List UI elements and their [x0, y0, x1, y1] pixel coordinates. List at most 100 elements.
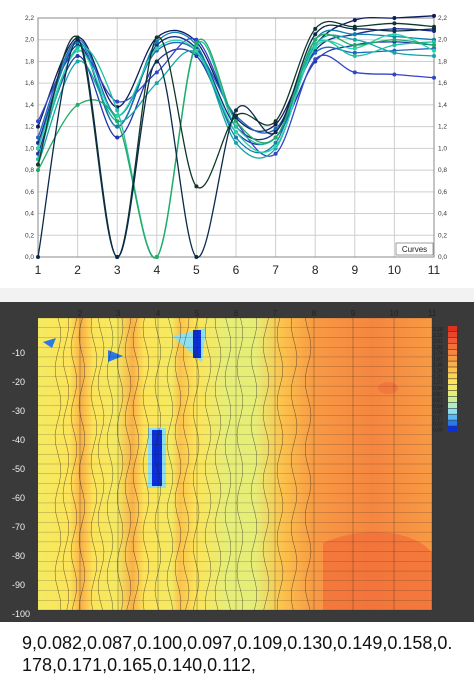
x-tick-label: 1 — [35, 263, 42, 277]
legend-value: 0,81 — [433, 392, 443, 398]
series-point — [75, 54, 80, 59]
heatmap-y-tick: -90 — [12, 580, 25, 590]
y-tick-label-left: 1,6 — [25, 80, 34, 87]
series-point — [75, 59, 80, 64]
x-tick-label: 2 — [74, 263, 81, 277]
legend-swatch — [448, 414, 457, 420]
series-point — [352, 43, 357, 48]
heatmap-x-tick: 8 — [312, 309, 317, 318]
series-point — [115, 119, 120, 124]
series-point — [234, 124, 238, 129]
series-point — [234, 108, 238, 113]
series-point — [432, 13, 436, 18]
heatmap-x-tick: 3 — [116, 309, 121, 318]
y-tick-label-right: 2,2 — [438, 15, 447, 22]
data-readout-text: 9,0.082,0.087,0.100,0.097,0.109,0.130,0.… — [22, 633, 453, 675]
legend-swatch — [448, 408, 457, 414]
legend-value: 2,15 — [433, 333, 443, 339]
series-point — [313, 42, 318, 47]
series-point — [313, 45, 318, 50]
series-point — [273, 126, 278, 131]
series-point — [392, 16, 397, 20]
legend-swatch — [448, 390, 457, 397]
series-point — [234, 130, 238, 135]
y-tick-label-right: 0,6 — [438, 189, 447, 196]
legend-value: 0,27 — [433, 416, 443, 422]
series-point — [115, 124, 120, 129]
series-point — [115, 113, 120, 118]
y-tick-label-right: 0,4 — [438, 211, 447, 218]
series-point — [392, 32, 397, 37]
series-point — [273, 119, 278, 124]
legend-value: 1,34 — [433, 368, 443, 374]
series-point — [75, 48, 80, 53]
series-point — [273, 122, 278, 127]
hot-spot — [378, 382, 398, 394]
series-point — [234, 119, 238, 124]
heatmap-y-tick: -30 — [12, 406, 25, 416]
y-tick-label-left: 1,8 — [25, 58, 34, 65]
y-tick-label-right: 1,6 — [438, 80, 447, 87]
series-point — [194, 40, 199, 45]
heatmap-y-tick: -80 — [12, 551, 25, 561]
heatmap-x-tick: 4 — [156, 309, 161, 318]
legend-swatch — [448, 331, 457, 338]
legend-swatch — [448, 337, 457, 344]
series-point — [36, 168, 40, 173]
legend-swatch — [448, 385, 457, 391]
cool-zones — [43, 328, 206, 488]
legend-value: 1,48 — [433, 363, 443, 369]
series-point — [352, 70, 357, 75]
series-point — [154, 70, 159, 75]
series-point — [75, 102, 80, 107]
series-point — [194, 184, 199, 189]
x-tick-label: 4 — [153, 263, 160, 277]
y-tick-label-left: 0,0 — [25, 254, 34, 261]
legend-swatch — [448, 373, 457, 379]
y-tick-label-left: 2,2 — [25, 15, 34, 22]
legend-swatch — [448, 367, 457, 373]
x-tick-label: 10 — [388, 263, 402, 277]
heatmap-x-tick: 2 — [78, 309, 83, 318]
heatmap-x-tick: 6 — [234, 309, 239, 318]
heatmap-y-tick: -70 — [12, 522, 25, 532]
heatmap-y-tick: -40 — [12, 435, 25, 445]
series-point — [273, 140, 278, 145]
series-point — [313, 26, 318, 31]
series-point — [273, 135, 278, 140]
series-point — [352, 37, 357, 42]
series-point — [352, 46, 357, 51]
legend-value: 1,21 — [433, 374, 443, 380]
y-tick-label-left: 1,0 — [25, 145, 34, 152]
x-tick-label: 6 — [233, 263, 240, 277]
y-tick-label-right: 1,0 — [438, 145, 447, 152]
series-point — [392, 21, 397, 26]
x-tick-label: 7 — [272, 263, 279, 277]
legend-value: 0,94 — [433, 386, 443, 392]
legend-value: 1,74 — [433, 351, 443, 357]
legend-swatch — [448, 379, 457, 385]
legend-swatch — [448, 396, 457, 403]
heatmap-x-tick: 11 — [428, 309, 437, 318]
series-point — [273, 144, 278, 149]
series-point — [234, 113, 238, 118]
series-point — [154, 39, 159, 44]
legend-value: 1,07 — [433, 380, 443, 386]
series-point — [36, 162, 40, 167]
series-point — [432, 75, 436, 80]
series-point — [115, 135, 120, 140]
legend-swatch — [448, 402, 457, 408]
y-tick-label-left: 1,2 — [25, 124, 34, 131]
legend-swatch — [448, 361, 457, 367]
series-point — [194, 255, 199, 259]
legend-value: 0,40 — [433, 410, 443, 416]
series-point — [234, 135, 238, 140]
series-point — [352, 50, 357, 55]
series-point — [352, 32, 357, 37]
series-point — [313, 37, 318, 42]
series-point — [352, 26, 357, 31]
cool-zone-core — [152, 430, 162, 486]
legend-value: 0,67 — [433, 398, 443, 404]
y-tick-label-left: 0,6 — [25, 189, 34, 196]
heatmap-x-tick: 10 — [390, 309, 399, 318]
